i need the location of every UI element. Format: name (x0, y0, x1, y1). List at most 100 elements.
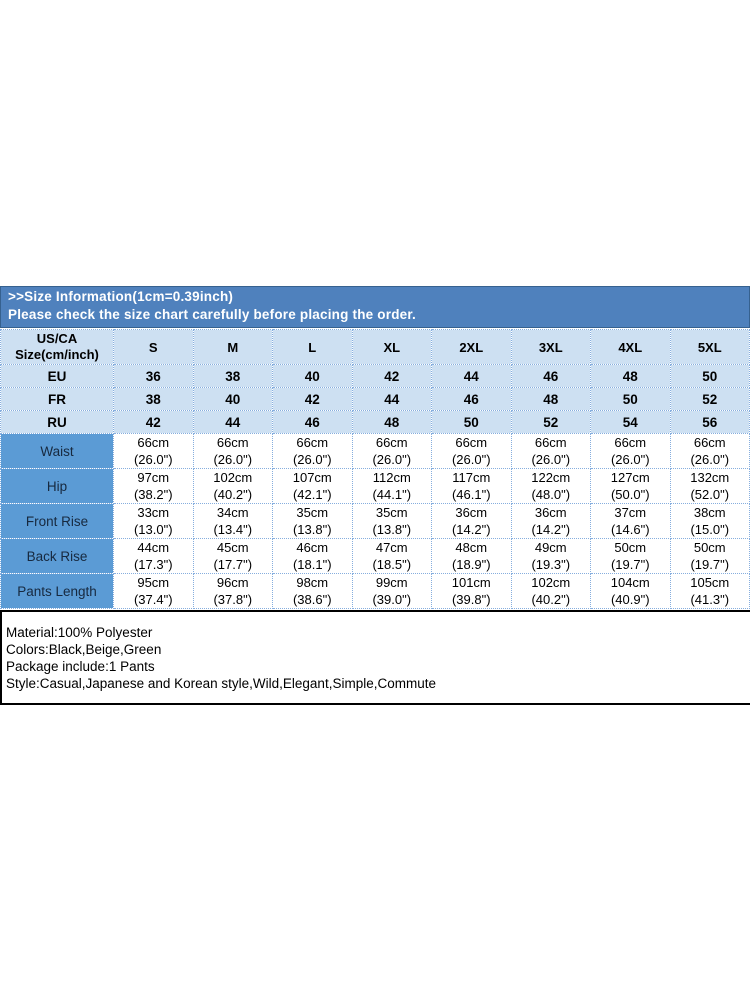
size-info-banner-title: >>Size Information(1cm=0.39inch) (8, 289, 234, 304)
measurement-value-cm: 36cm (455, 505, 488, 520)
region-size-value: 48 (351, 410, 432, 434)
measurement-value-cm: 37cm (614, 505, 647, 520)
region-size-value: 48 (590, 364, 671, 388)
measurement-value-cm: 38cm (693, 505, 726, 520)
measurement-value-inch: (13.4") (213, 522, 253, 537)
measurement-value-cm: 97cm (137, 470, 170, 485)
region-size-value: 44 (351, 387, 432, 411)
region-row: RU 42 44 46 48 50 52 54 56 (0, 410, 750, 434)
measurement-row-label: Pants Length (0, 573, 114, 609)
measurement-value-cm: 105cm (690, 575, 730, 590)
measurement-value-cm: 44cm (137, 540, 170, 555)
measurement-value-cell: 50cm (19.7") (590, 538, 671, 574)
measurement-row: Front Rise 33cm (13.0") 34cm (13.4") 35cm (13.… (0, 503, 750, 539)
measurement-value-cm: 35cm (375, 505, 408, 520)
measurement-value-cell: 98cm (38.6") (272, 573, 353, 609)
measurement-value-cm: 101cm (451, 575, 491, 590)
measurement-value-inch: (19.3") (531, 557, 571, 572)
measurement-value-cell: 66cm (26.0") (351, 433, 432, 469)
measurement-value-cm: 66cm (216, 435, 249, 450)
region-size-value: 46 (272, 410, 353, 434)
measurement-row-label: Hip (0, 468, 114, 504)
measurement-value-cell: 107cm (42.1") (272, 468, 353, 504)
product-info-box: Material:100% Polyester Colors:Black,Beig… (0, 610, 750, 705)
measurement-row: Pants Length 95cm (37.4") 96cm (37.8") 98cm (3… (0, 573, 750, 609)
measurement-value-cell: 33cm (13.0") (113, 503, 194, 539)
measurement-value-cm: 66cm (137, 435, 170, 450)
measurement-value-cell: 36cm (14.2") (431, 503, 512, 539)
measurement-value-cm: 46cm (296, 540, 329, 555)
measurement-value-cm: 66cm (296, 435, 329, 450)
measurement-value-cell: 66cm (26.0") (590, 433, 671, 469)
size-chart-table: US/CA Size(cm/inch) S M L XL 2XL 3XL 4XL 5XL EU… (0, 329, 750, 609)
measurement-value-inch: (38.2") (133, 487, 173, 502)
measurement-value-cm: 66cm (455, 435, 488, 450)
region-size-value: 44 (431, 364, 512, 388)
measurement-value-cm: 66cm (534, 435, 567, 450)
corner-header-cell: US/CA Size(cm/inch) (0, 329, 114, 365)
measurement-value-cm: 33cm (137, 505, 170, 520)
measurement-value-cm: 102cm (213, 470, 253, 485)
measurement-value-cell: 38cm (15.0") (669, 503, 750, 539)
measurement-value-inch: (13.0") (133, 522, 173, 537)
region-row-label: RU (0, 410, 114, 434)
measurement-value-inch: (38.6") (292, 592, 332, 607)
measurement-value-cm: 98cm (296, 575, 329, 590)
region-size-value: 48 (510, 387, 591, 411)
region-size-value: 36 (113, 364, 194, 388)
measurement-value-cell: 95cm (37.4") (113, 573, 194, 609)
measurement-value-inch: (18.1") (292, 557, 332, 572)
measurement-value-cm: 50cm (693, 540, 726, 555)
measurement-value-cell: 44cm (17.3") (113, 538, 194, 574)
region-size-value: 42 (113, 410, 194, 434)
measurement-value-cell: 102cm (40.2") (192, 468, 273, 504)
measurement-value-cell: 97cm (38.2") (113, 468, 194, 504)
size-chart-body: EU 36 38 40 42 44 46 48 50 FR 38 40 42 44 46 48 50 52 RU 42… (0, 364, 750, 609)
measurement-value-inch: (46.1") (451, 487, 491, 502)
measurement-value-inch: (37.8") (213, 592, 253, 607)
measurement-value-inch: (18.5") (372, 557, 412, 572)
measurement-value-inch: (42.1") (292, 487, 332, 502)
measurement-value-inch: (48.0") (531, 487, 571, 502)
measurement-value-cm: 117cm (452, 470, 491, 485)
measurement-value-inch: (18.9") (451, 557, 491, 572)
measurement-value-inch: (13.8") (372, 522, 412, 537)
measurement-value-cm: 66cm (375, 435, 408, 450)
region-size-value: 38 (192, 364, 273, 388)
measurement-value-cm: 102cm (531, 575, 571, 590)
measurement-value-cell: 66cm (26.0") (431, 433, 512, 469)
measurement-value-inch: (15.0") (690, 522, 730, 537)
measurement-value-cell: 66cm (26.0") (272, 433, 353, 469)
measurement-value-cm: 112cm (372, 470, 411, 485)
measurement-value-cell: 112cm (44.1") (351, 468, 432, 504)
measurement-row-label: Back Rise (0, 538, 114, 574)
measurement-value-cm: 34cm (216, 505, 249, 520)
measurement-value-inch: (14.6") (610, 522, 650, 537)
region-size-value: 50 (590, 387, 671, 411)
region-size-value: 52 (510, 410, 591, 434)
measurement-row: Hip 97cm (38.2") 102cm (40.2") 107cm (42.1") 11… (0, 468, 750, 504)
region-size-value: 40 (272, 364, 353, 388)
measurement-value-cell: 50cm (19.7") (669, 538, 750, 574)
measurement-value-inch: (26.0") (531, 452, 571, 467)
measurement-value-cell: 122cm (48.0") (510, 468, 591, 504)
measurement-row: Waist 66cm (26.0") 66cm (26.0") 66cm (26.0") 66… (0, 433, 750, 469)
measurement-value-cm: 49cm (534, 540, 567, 555)
corner-header-line2: Size(cm/inch) (15, 347, 99, 362)
size-info-banner-subtitle: Please check the size chart carefully be… (8, 307, 417, 322)
measurement-row-label: Waist (0, 433, 114, 469)
product-info-line: Package include:1 Pants (6, 659, 155, 674)
measurement-value-cell: 35cm (13.8") (272, 503, 353, 539)
measurement-value-cell: 66cm (26.0") (192, 433, 273, 469)
measurement-value-inch: (40.2") (213, 487, 253, 502)
product-info-line: Style:Casual,Japanese and Korean style,W… (6, 676, 436, 691)
measurement-value-cm: 122cm (531, 470, 571, 485)
measurement-value-inch: (26.0") (133, 452, 173, 467)
measurement-value-inch: (52.0") (690, 487, 730, 502)
measurement-value-cm: 45cm (216, 540, 249, 555)
size-column-header: XL (351, 329, 432, 365)
measurement-value-cell: 66cm (26.0") (669, 433, 750, 469)
measurement-value-cell: 127cm (50.0") (590, 468, 671, 504)
measurement-value-inch: (41.3") (690, 592, 730, 607)
